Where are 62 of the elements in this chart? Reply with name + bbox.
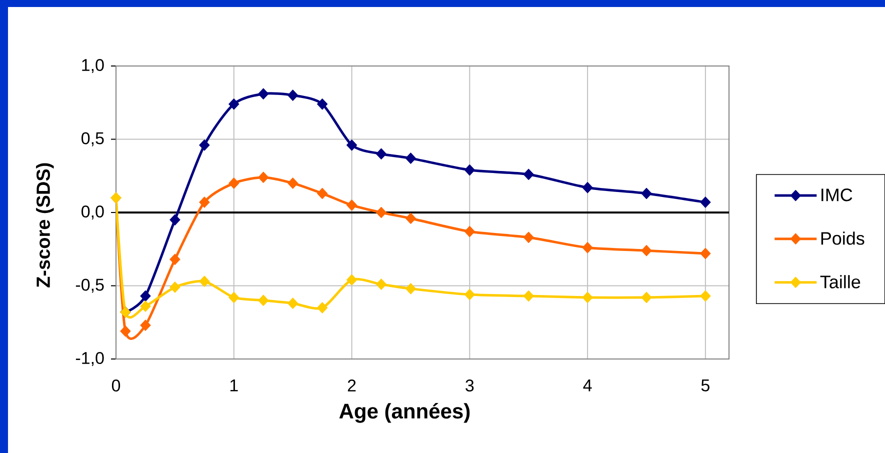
y-axis-title: Z-score (SDS) (36, 163, 54, 288)
point (199, 276, 210, 288)
point (228, 292, 240, 304)
point (199, 196, 210, 208)
point (287, 177, 298, 189)
point (258, 294, 269, 306)
point (700, 248, 711, 260)
point (641, 188, 652, 200)
point (582, 182, 593, 194)
point (170, 281, 180, 293)
point (287, 298, 298, 310)
legend-label: IMC (822, 188, 852, 202)
point (316, 302, 328, 314)
point (405, 282, 416, 294)
legend-label: Taille (820, 275, 860, 288)
legend-label: Poids (821, 232, 864, 245)
point (199, 139, 210, 151)
point (316, 188, 328, 200)
point (140, 320, 151, 332)
point (376, 278, 387, 290)
point (523, 290, 534, 302)
y-tick-label: -0,5 (76, 278, 104, 293)
point (346, 139, 358, 151)
point (582, 292, 593, 304)
point (228, 98, 240, 110)
point (582, 242, 593, 254)
x-tick-label: 5 (701, 380, 710, 392)
point (140, 300, 151, 312)
point (641, 292, 652, 304)
point (376, 148, 387, 160)
y-tick-label: 1,0 (82, 58, 104, 74)
point (700, 290, 711, 302)
point (316, 98, 328, 110)
x-tick-label: 0 (112, 380, 120, 392)
point (641, 244, 652, 256)
x-tick-label: 2 (348, 380, 356, 392)
point (405, 212, 416, 224)
point (258, 88, 269, 100)
point (523, 168, 534, 180)
x-axis-title: Age (années) (339, 402, 470, 423)
point (346, 199, 358, 211)
point (464, 288, 476, 300)
point (170, 214, 180, 226)
point (140, 290, 151, 302)
x-tick-label: 3 (466, 380, 474, 392)
point (464, 164, 476, 176)
y-tick-label: -1,0 (76, 352, 104, 366)
point (120, 325, 131, 337)
point (170, 254, 180, 266)
point (405, 152, 416, 164)
point (258, 172, 269, 184)
point (346, 274, 358, 286)
point (228, 177, 240, 189)
point (523, 232, 534, 244)
point (287, 90, 298, 102)
point (464, 226, 476, 238)
point (700, 196, 711, 208)
y-tick-label: 0,5 (82, 132, 104, 146)
y-tick-label: 0,0 (82, 205, 104, 220)
x-tick-label: 4 (583, 380, 592, 392)
point (376, 206, 387, 218)
x-tick-label: 1 (230, 380, 238, 392)
